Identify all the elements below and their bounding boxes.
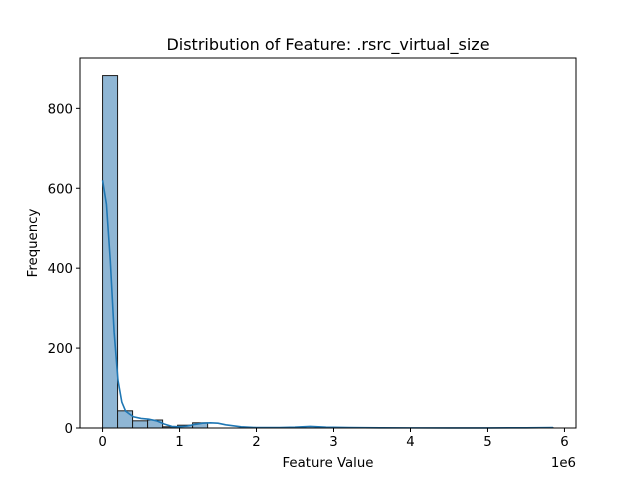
x-offset-text: 1e6 [551, 456, 576, 471]
x-tick-label: 3 [329, 435, 337, 450]
y-axis-label: Frequency [26, 209, 41, 278]
x-tick-label: 2 [252, 435, 260, 450]
y-tick-label: 400 [48, 262, 73, 277]
x-axis: 0 1 2 3 4 5 6 [98, 428, 569, 450]
x-tick-label: 6 [560, 435, 568, 450]
axes-frame [79, 57, 577, 429]
x-axis-label: Feature Value [283, 456, 374, 471]
histogram-bar [117, 410, 134, 429]
y-tick-label: 0 [65, 422, 73, 437]
x-tick-label: 0 [98, 435, 106, 450]
histogram-bar [132, 420, 149, 429]
y-axis: 0 200 400 600 800 [48, 102, 80, 437]
chart-title: Distribution of Feature: .rsrc_virtual_s… [166, 35, 489, 55]
x-tick-label: 4 [406, 435, 414, 450]
y-tick-label: 600 [48, 182, 73, 197]
x-tick-label: 1 [175, 435, 183, 450]
y-tick-label: 200 [48, 342, 73, 357]
x-tick-label: 5 [483, 435, 491, 450]
y-tick-label: 800 [48, 102, 73, 117]
